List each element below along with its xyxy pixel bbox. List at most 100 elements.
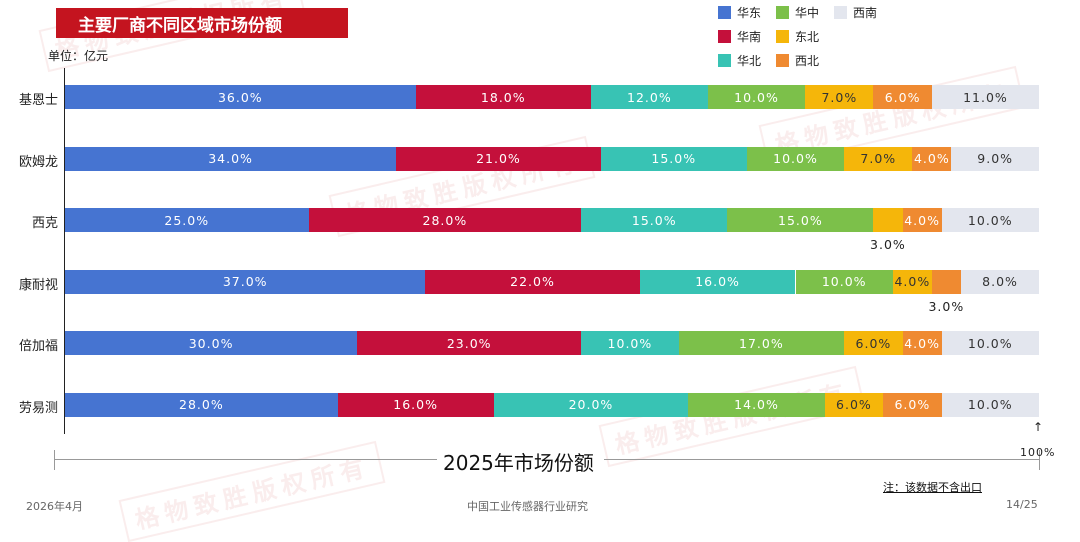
- bar-segment: 4.0%: [902, 331, 942, 355]
- bar-segment: 16.0%: [337, 392, 494, 417]
- data-label: 15.0%: [778, 212, 823, 228]
- axis-line-left: [54, 459, 437, 460]
- bar-segment: 7.0%: [844, 146, 913, 171]
- data-label: 28.0%: [179, 397, 224, 412]
- legend-swatch: [776, 30, 789, 43]
- x-axis-end-label: 100%: [1020, 446, 1056, 459]
- data-label: 10.0%: [821, 274, 867, 289]
- legend-swatch: [718, 6, 731, 19]
- data-label: 11.0%: [963, 89, 1008, 105]
- bar-segment: 4.0%: [912, 146, 952, 171]
- bar-segment: 34.0%: [65, 146, 397, 171]
- bar-segment: 28.0%: [65, 392, 338, 417]
- legend-item: 华中: [776, 4, 819, 21]
- category-label: 倍加福: [18, 339, 58, 354]
- legend-label: 华中: [795, 6, 820, 20]
- data-label: 22.0%: [510, 274, 555, 289]
- data-label: 28.0%: [422, 212, 468, 228]
- data-label: 4.0%: [894, 274, 931, 289]
- axis-tick-left: [54, 450, 55, 470]
- bar-segment: 17.0%: [678, 331, 845, 355]
- data-label: 6.0%: [855, 335, 892, 351]
- bar-segment: 28.0%: [308, 208, 582, 232]
- legend-item: 华南: [718, 28, 761, 45]
- data-label: 36.0%: [217, 89, 263, 105]
- category-label: 康耐视: [18, 277, 58, 293]
- category-label: 基恩士: [18, 93, 58, 108]
- bar-segment: 15.0%: [581, 208, 728, 232]
- data-label: 7.0%: [821, 89, 858, 105]
- data-label: 17.0%: [739, 335, 784, 351]
- bar-row: 37.0% 22.0% 16.0% 10.0% 4.0% 8.0%: [65, 269, 1039, 294]
- data-label: 3.0%: [870, 237, 906, 252]
- legend-label: 西北: [795, 54, 820, 68]
- watermark: 格物致胜版权所有: [598, 365, 866, 468]
- bar-segment: 6.0%: [824, 392, 884, 417]
- bar-segment: 7.0%: [805, 85, 874, 109]
- data-label: 4.0%: [913, 151, 950, 166]
- bar-segment: [873, 208, 903, 232]
- category-label: 劳易测: [18, 400, 58, 416]
- data-label: 10.0%: [967, 335, 1013, 351]
- legend-label: 西南: [853, 6, 878, 20]
- watermark: 格物致胜版权所有: [118, 440, 386, 542]
- data-label: 30.0%: [188, 335, 234, 351]
- data-label: 10.0%: [734, 89, 779, 105]
- data-label: 25.0%: [164, 212, 210, 228]
- data-label: 16.0%: [393, 397, 438, 412]
- bar-segment: 15.0%: [727, 208, 874, 232]
- legend-item: 华东: [718, 4, 761, 21]
- bar-segment: 6.0%: [873, 85, 932, 109]
- legend-swatch: [718, 54, 731, 67]
- x-axis-title: 2025年市场份额: [437, 447, 600, 476]
- bar-row: 25.0% 28.0% 15.0% 15.0% 4.0% 10.0%: [65, 208, 1039, 232]
- bar-segment: 8.0%: [961, 269, 1039, 294]
- bar-segment: 10.0%: [941, 392, 1039, 417]
- legend-swatch: [776, 54, 789, 67]
- bar-segment: 25.0%: [65, 208, 309, 232]
- data-label: 16.0%: [695, 274, 740, 289]
- bar-row: 36.0% 18.0% 12.0% 10.0% 7.0% 6.0% 11.0%: [65, 85, 1039, 109]
- footer-page: 14/25: [1006, 498, 1038, 511]
- data-label: 9.0%: [977, 151, 1014, 166]
- data-label: 37.0%: [222, 274, 268, 289]
- legend-label: 东北: [795, 30, 820, 44]
- data-label: 15.0%: [631, 212, 677, 228]
- bar-segment: 4.0%: [902, 208, 942, 232]
- bar-segment: 16.0%: [639, 269, 796, 294]
- data-label: 6.0%: [884, 89, 921, 105]
- legend-swatch: [834, 6, 847, 19]
- axis-line-right: [604, 459, 1039, 460]
- footer-source: 中国工业传感器行业研究: [467, 500, 588, 513]
- legend-label: 华东: [737, 6, 762, 20]
- bar-segment: 21.0%: [396, 146, 601, 171]
- category-label: 欧姆龙: [18, 154, 58, 170]
- data-label: 10.0%: [967, 397, 1013, 412]
- legend-label: 华北: [737, 54, 762, 68]
- bar-segment: 10.0%: [795, 269, 893, 294]
- data-label: 20.0%: [568, 397, 614, 412]
- bar-row: 28.0% 16.0% 20.0% 14.0% 6.0% 6.0% 10.0%: [65, 392, 1039, 417]
- data-label: 18.0%: [480, 89, 526, 105]
- bar-segment: [931, 269, 962, 294]
- arrow-up-icon: ↑: [1033, 420, 1044, 434]
- bar-segment: 20.0%: [493, 392, 689, 417]
- bar-segment: 22.0%: [425, 269, 640, 294]
- data-label: 3.0%: [928, 298, 965, 314]
- bar-segment: 18.0%: [415, 85, 591, 109]
- legend-item: 华北: [718, 52, 761, 69]
- bar-segment: 11.0%: [931, 85, 1039, 109]
- legend-item: 东北: [776, 28, 819, 45]
- bar-row: 34.0% 21.0% 15.0% 10.0% 7.0% 4.0% 9.0%: [65, 146, 1039, 171]
- bar-segment: 12.0%: [590, 85, 708, 109]
- legend-label: 华南: [737, 30, 762, 44]
- legend-item: 西北: [776, 52, 819, 69]
- data-label: 10.0%: [607, 335, 653, 351]
- data-label: 7.0%: [860, 151, 897, 166]
- bar-segment: 10.0%: [707, 85, 806, 109]
- data-label: 10.0%: [773, 151, 818, 166]
- bar-segment: 9.0%: [951, 146, 1039, 171]
- bar-segment: 6.0%: [844, 331, 903, 355]
- data-label: 14.0%: [734, 397, 779, 412]
- data-label: 12.0%: [627, 89, 672, 105]
